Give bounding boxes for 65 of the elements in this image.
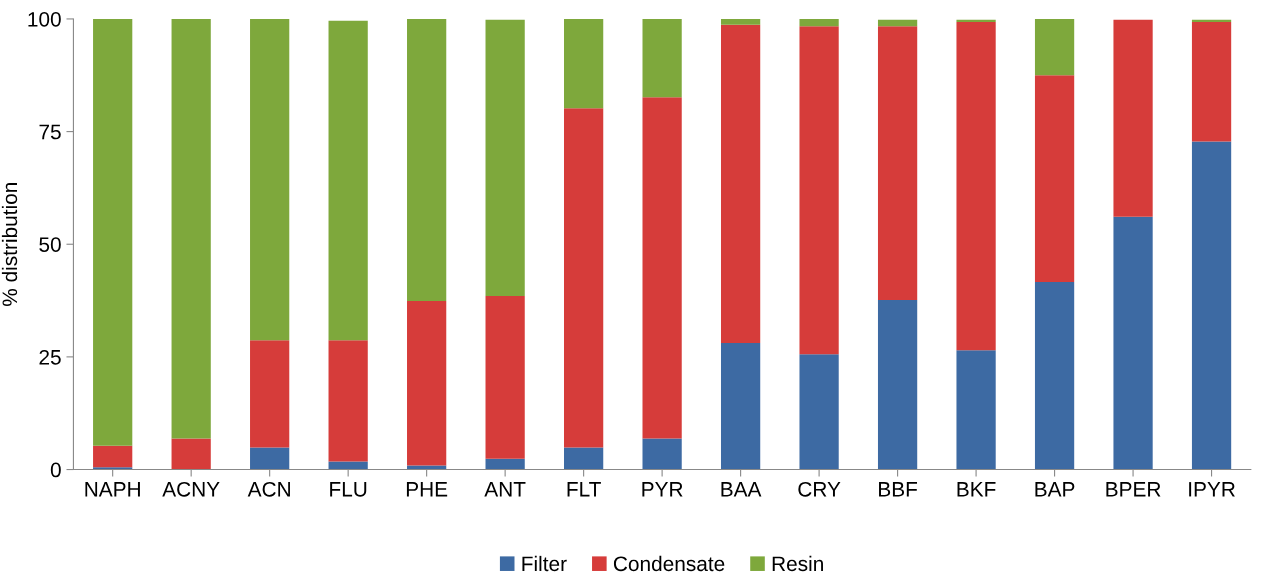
bar [93,18,133,446]
bar [1113,19,1153,217]
x-tick-label: BPER [1106,482,1161,497]
x-tick-label: IPYR [1189,482,1235,497]
x-tick-label: FLU [330,482,367,497]
bar [564,108,604,448]
x-tick-label: PYR [642,482,683,497]
bar [877,300,918,470]
y-tick-label: 50 [39,237,61,252]
bar [171,18,211,439]
y-axis-title: % distribution [1,183,18,307]
x-tick-label: NAPH [85,482,140,497]
bar [171,438,211,470]
legend-label: Condensate [613,555,725,572]
x-tick-label: BBF [879,482,918,497]
bar [799,354,839,470]
bar [877,19,918,27]
bar [485,19,525,297]
bar [250,18,290,341]
bar [720,24,761,343]
bar [799,26,839,355]
y-tick-label: 25 [39,349,61,365]
x-tick-label: ANT [484,482,526,497]
bar [956,350,996,470]
bar [93,445,133,468]
y-tick-label: 0 [50,462,61,478]
legend-label: Resin [772,555,823,572]
x-tick-label: ACNY [162,481,220,497]
x-tick-label: ACN [247,481,290,497]
bar [328,20,368,341]
bar [250,340,290,448]
bar [1034,282,1075,470]
bar [407,301,447,466]
y-tick-label: 75 [39,124,61,140]
bar [250,447,290,470]
bar [877,26,918,301]
bar [1191,22,1232,142]
bar [407,18,447,302]
x-tick-label: FLT [567,482,601,497]
bar [642,438,682,470]
x-tick-label: PHE [406,482,448,497]
bar [485,458,525,470]
bar [1034,75,1075,283]
x-tick-label: BAP [1035,482,1075,497]
bar [1191,141,1232,470]
bar [1113,216,1153,470]
bar [956,19,996,23]
bar [720,342,761,470]
bar [328,340,368,462]
x-tick-label: CRY [798,481,841,497]
bar [485,296,525,459]
bar [642,18,682,98]
x-tick-label: BKF [957,482,996,497]
bar [328,461,368,470]
bar [1034,18,1075,76]
bar [564,18,604,109]
bar [564,447,604,470]
bar [956,22,996,351]
x-tick-label: BAA [721,482,762,497]
bar [642,97,682,439]
bar [407,465,447,470]
bar [720,18,761,25]
legend-label: Filter [522,555,567,572]
bar [799,18,839,27]
y-tick-label: 100 [28,11,61,27]
